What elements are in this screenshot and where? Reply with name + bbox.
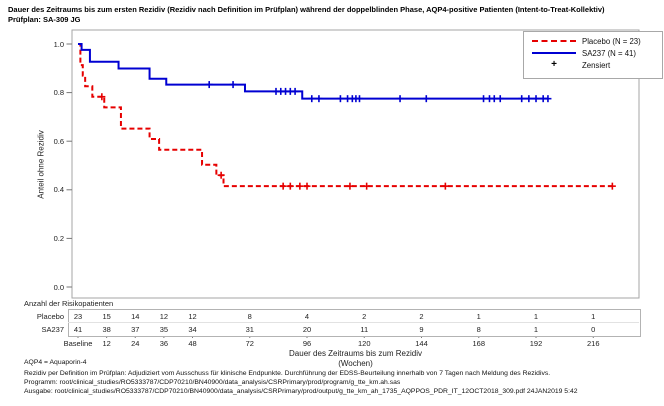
risk-count-sa237: 11 xyxy=(360,325,369,334)
x-axis-title-line2: (Wochen) xyxy=(338,359,373,368)
legend-item-sa237: SA237 (N = 41) xyxy=(532,47,636,59)
risk-count-sa237: 31 xyxy=(245,325,254,334)
risk-count-sa237: 38 xyxy=(102,325,111,334)
risk-count-sa237: 34 xyxy=(188,325,197,334)
x-axis-title-line1: Dauer des Zeitraums bis zum Rezidiv xyxy=(289,349,422,358)
risk-count-placebo: 1 xyxy=(533,312,539,321)
risk-count-placebo: 1 xyxy=(591,312,596,321)
legend-label-censored: Zensiert xyxy=(582,60,611,70)
x-tick-label: 12 xyxy=(102,339,111,348)
censor-plus-icon: + xyxy=(551,59,557,70)
footnote-relapse-definition: Rezidiv per Definition im Prüfplan: Adju… xyxy=(24,370,551,377)
x-tick-label: 36 xyxy=(159,339,169,348)
risk-count-placebo: 1 xyxy=(476,312,481,321)
risk-count-sa237: 20 xyxy=(302,325,312,334)
footnote-output-path: Ausgabe: root/clinical_studies/RO5333787… xyxy=(24,388,578,395)
y-tick-label: 0.8 xyxy=(53,88,64,98)
figure-title-line2: Prüfplan: SA-309 JG xyxy=(8,15,81,24)
y-tick-label: 0.4 xyxy=(53,185,64,195)
risk-row-label-placebo: Placebo xyxy=(36,312,64,321)
risk-count-placebo: 2 xyxy=(419,312,424,321)
legend-item-censored: + Zensiert xyxy=(532,59,610,71)
legend-box: Placebo (N = 23) SA237 (N = 41) + Zensie… xyxy=(523,31,663,79)
risk-count-placebo: 12 xyxy=(159,312,169,321)
x-tick-label: 120 xyxy=(357,339,371,348)
x-tick-label: 96 xyxy=(302,339,312,348)
risk-count-placebo: 8 xyxy=(247,312,252,321)
placebo-dashed-line-sample xyxy=(532,40,576,42)
x-tick-label: Baseline xyxy=(63,339,93,348)
risk-count-sa237: 0 xyxy=(591,325,596,334)
y-tick-label: 0.6 xyxy=(53,136,64,146)
x-tick-label: 24 xyxy=(131,339,140,348)
x-tick-label: 48 xyxy=(188,339,197,348)
risk-table-row-divider xyxy=(68,322,639,323)
legend-item-placebo: Placebo (N = 23) xyxy=(532,35,641,47)
y-tick-label: 0.2 xyxy=(53,233,64,243)
risk-count-placebo: 23 xyxy=(73,312,83,321)
x-tick-label: 144 xyxy=(415,339,428,348)
risk-count-placebo: 14 xyxy=(131,312,140,321)
figure-title-line1: Dauer des Zeitraums bis zum ersten Rezid… xyxy=(8,5,605,14)
legend-label-placebo: Placebo (N = 23) xyxy=(582,36,641,46)
risk-count-sa237: 41 xyxy=(73,325,83,334)
risk-count-placebo: 2 xyxy=(362,312,367,321)
y-tick-label: 0.0 xyxy=(53,282,64,292)
risk-count-placebo: 4 xyxy=(304,312,310,321)
risk-count-sa237: 35 xyxy=(159,325,169,334)
footnote-program-path: Programm: root/clinical_studies/RO533378… xyxy=(24,379,401,386)
x-tick-label: 216 xyxy=(587,339,600,348)
risk-count-placebo: 12 xyxy=(188,312,197,321)
footnote-aqp4: AQP4 = Aquaporin-4 xyxy=(24,359,87,366)
x-tick-label: 192 xyxy=(529,339,543,348)
sa237-solid-line-sample xyxy=(532,52,576,54)
y-tick-label: 1.0 xyxy=(53,39,64,49)
risk-count-sa237: 37 xyxy=(131,325,140,334)
y-axis-title: Anteil ohne Rezidiv xyxy=(36,130,46,199)
legend-label-sa237: SA237 (N = 41) xyxy=(582,48,636,58)
risk-count-sa237: 1 xyxy=(533,325,539,334)
risk-table-box xyxy=(68,309,641,337)
x-tick-label: 72 xyxy=(245,339,254,348)
risk-table-caption: Anzahl der Risikopatienten xyxy=(24,299,114,308)
risk-count-sa237: 9 xyxy=(419,325,424,334)
risk-count-placebo: 15 xyxy=(102,312,111,321)
x-tick-label: 168 xyxy=(472,339,485,348)
risk-count-sa237: 8 xyxy=(476,325,481,334)
risk-row-label-sa237: SA237 xyxy=(41,325,64,334)
